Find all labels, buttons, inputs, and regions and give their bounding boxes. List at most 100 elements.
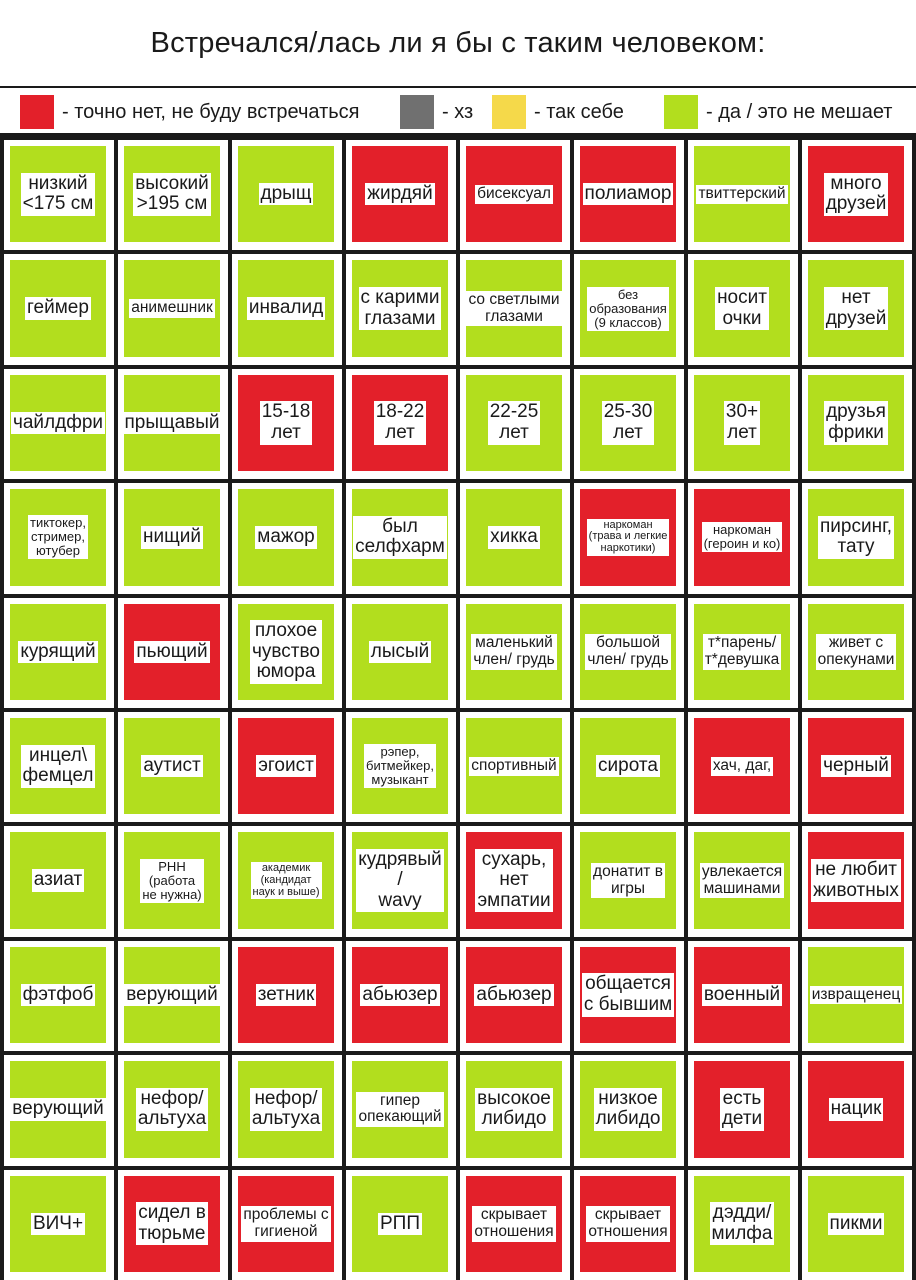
grid-cell: гипер опекающий xyxy=(346,1055,456,1166)
bingo-grid: низкий <175 см высокий >195 см дрыщ жирдяй б… xyxy=(0,136,916,1280)
cell-label: был селфхарм xyxy=(353,515,447,559)
color-tile-green: РНН (работа не нужна) xyxy=(124,832,220,929)
cell-label: носит очки xyxy=(715,287,769,331)
grid-cell: низкий <175 см xyxy=(4,140,114,251)
color-tile-green: твиттерский xyxy=(694,146,790,243)
color-tile-green: рэпер, битмейкер, музыкант xyxy=(352,718,448,815)
cell-label: 18-22 лет xyxy=(373,401,427,445)
grid-cell: не любит животных xyxy=(802,826,912,937)
cell-label: азиат xyxy=(31,869,85,892)
legend-item-green: - да / это не мешает xyxy=(664,93,892,131)
grid-cell: т*парень/ т*девушка xyxy=(688,597,798,708)
cell-label: низкое либидо xyxy=(593,1087,663,1131)
color-tile-green: прыщавый xyxy=(122,374,222,472)
cell-label: мажор xyxy=(255,526,317,549)
grid-cell: без образования (9 классов) xyxy=(574,254,684,365)
grid-cell: нет друзей xyxy=(802,254,912,365)
color-tile-red: абьюзер xyxy=(352,946,448,1044)
color-tile-red: скрывает отношения xyxy=(580,1175,676,1272)
grid-cell: низкое либидо xyxy=(574,1055,684,1166)
cell-label: рэпер, битмейкер, музыкант xyxy=(364,744,436,789)
cell-label: хач, даг, xyxy=(710,756,774,776)
grid-cell: был селфхарм xyxy=(346,483,456,594)
color-tile-red: наркоман (героин и ко) xyxy=(694,489,790,586)
color-tile-green: без образования (9 классов) xyxy=(580,260,676,357)
cell-label: сидел в тюрьме xyxy=(136,1202,208,1246)
grid-cell: наркоман (трава и легкие наркотики) xyxy=(574,483,684,594)
cell-label: спортивный xyxy=(469,756,559,776)
cell-label: РПП xyxy=(378,1212,422,1236)
color-tile-green: кудрявый / wavy xyxy=(352,832,448,929)
color-tile-green: фэтфоб xyxy=(10,946,106,1044)
legend-label-yellow: - так себе xyxy=(534,100,624,123)
grid-cell: друзья фрики xyxy=(802,368,912,480)
cell-label: зетник xyxy=(255,983,317,1007)
cell-label: извращенец xyxy=(809,985,903,1005)
color-tile-green: большой член/ грудь xyxy=(580,603,676,700)
color-tile-red: военный xyxy=(694,946,790,1044)
grid-cell: плохое чувство юмора xyxy=(232,597,342,708)
grid-cell: скрывает отношения xyxy=(574,1169,684,1280)
grid-cell: ВИЧ+ xyxy=(4,1169,114,1280)
color-tile-red: хач, даг, xyxy=(694,718,790,815)
cell-label: военный xyxy=(701,983,783,1007)
color-tile-red: сухарь, нет эмпатии xyxy=(466,832,562,929)
grid-cell: пьющий xyxy=(118,597,228,708)
cell-label: прыщавый xyxy=(122,411,222,435)
cell-label: РНН (работа не нужна) xyxy=(140,858,204,903)
color-tile-green: извращенец xyxy=(808,946,904,1044)
color-tile-red: не любит животных xyxy=(808,832,904,929)
grid-cell: маленький член/ грудь xyxy=(460,597,570,708)
cell-label: т*парень/ т*девушка xyxy=(702,634,782,670)
grid-cell: сирота xyxy=(574,712,684,823)
cell-label: аутист xyxy=(141,754,203,778)
legend-label-red: - точно нет, не буду встречаться xyxy=(62,100,360,123)
cell-label: полиамор xyxy=(582,182,674,206)
color-tile-green: чайлдфри xyxy=(10,374,106,472)
cell-label: со светлыми глазами xyxy=(466,290,562,327)
grid-cell: 25-30 лет xyxy=(574,368,684,480)
cell-label: черный xyxy=(821,754,891,778)
color-tile-green: донатит в игры xyxy=(580,832,676,929)
grid-cell: 18-22 лет xyxy=(346,368,456,480)
grid-cell: абьюзер xyxy=(460,940,570,1052)
legend-swatch-green xyxy=(664,95,698,129)
grid-cell: скрывает отношения xyxy=(460,1169,570,1280)
color-tile-red: нацик xyxy=(808,1061,904,1158)
grid-cell: есть дети xyxy=(688,1055,798,1166)
color-tile-green: низкий <175 см xyxy=(10,146,106,243)
color-tile-green: высокое либидо xyxy=(466,1061,562,1158)
grid-cell: анимешник xyxy=(118,254,228,365)
grid-cell: 22-25 лет xyxy=(460,368,570,480)
color-tile-red: много друзей xyxy=(808,146,904,243)
grid-cell: сидел в тюрьме xyxy=(118,1169,228,1280)
grid-cell: рэпер, битмейкер, музыкант xyxy=(346,712,456,823)
color-tile-green: маленький член/ грудь xyxy=(466,603,562,700)
grid-cell: дрыщ xyxy=(232,140,342,251)
color-tile-green: дрыщ xyxy=(238,146,334,243)
cell-label: проблемы с гигиеной xyxy=(241,1206,331,1242)
color-tile-green: геймер xyxy=(10,260,106,357)
cell-label: дрыщ xyxy=(258,182,314,206)
legend-swatch-yellow xyxy=(492,95,526,129)
grid-cell: военный xyxy=(688,940,798,1052)
grid-cell: нацик xyxy=(802,1055,912,1166)
grid-cell: фэтфоб xyxy=(4,940,114,1052)
color-tile-green: высокий >195 см xyxy=(124,146,220,243)
cell-label: нефор/ альтуха xyxy=(249,1087,323,1131)
color-tile-green: мажор xyxy=(238,489,334,586)
cell-label: не любит животных xyxy=(811,859,901,903)
cell-label: нефор/ альтуха xyxy=(135,1087,209,1131)
cell-label: бисексуал xyxy=(475,184,553,204)
cell-label: наркоман (героин и ко) xyxy=(701,522,783,553)
color-tile-green: верующий xyxy=(10,1061,106,1158)
cell-label: гипер опекающий xyxy=(356,1091,444,1128)
cell-label: нет друзей xyxy=(823,287,889,331)
cell-label: дэдди/ милфа xyxy=(709,1202,775,1246)
cell-label: 15-18 лет xyxy=(259,401,313,445)
grid-cell: с карими глазами xyxy=(346,254,456,365)
cell-label: высокое либидо xyxy=(475,1087,553,1131)
grid-cell: носит очки xyxy=(688,254,798,365)
grid-cell: высокий >195 см xyxy=(118,140,228,251)
color-tile-green: живет с опекунами xyxy=(808,603,904,700)
